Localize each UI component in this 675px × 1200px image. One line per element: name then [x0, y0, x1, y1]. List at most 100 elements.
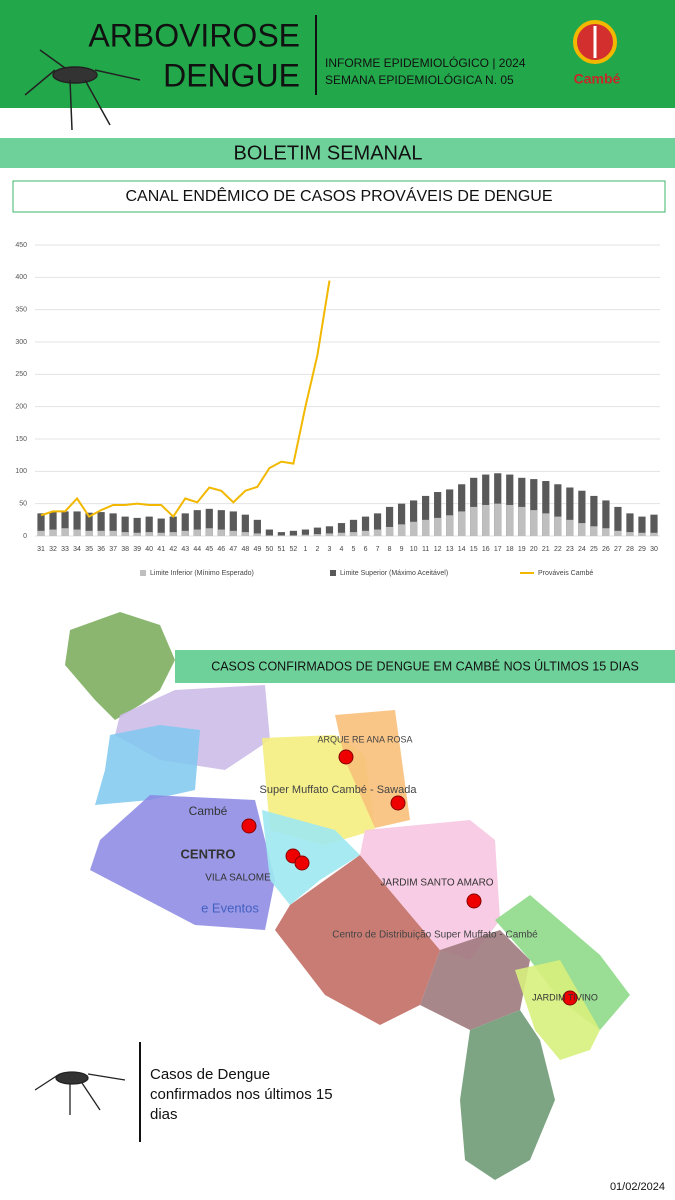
- x-tick-label: 20: [530, 546, 538, 553]
- bar: [109, 530, 117, 536]
- bar: [133, 517, 141, 536]
- y-tick-label: 400: [15, 274, 27, 281]
- bar: [37, 513, 45, 536]
- x-tick-label: 27: [614, 546, 622, 553]
- map-title: CASOS CONFIRMADOS DE DENGUE EM CAMBÉ NOS…: [211, 658, 639, 673]
- x-tick-label: 23: [566, 546, 574, 553]
- bar: [361, 516, 370, 536]
- bar: [133, 532, 141, 536]
- bar: [265, 535, 273, 536]
- bar: [217, 510, 225, 536]
- title-line1: ARBOVIROSE: [88, 17, 300, 53]
- x-tick-label: 46: [217, 546, 225, 553]
- bar: [590, 526, 598, 536]
- bar: [97, 530, 105, 536]
- bar: [169, 532, 177, 536]
- bar: [109, 513, 117, 536]
- x-tick-label: 15: [470, 546, 478, 553]
- bar: [37, 530, 45, 536]
- bar: [289, 530, 298, 536]
- x-tick-label: 39: [133, 546, 141, 553]
- bar: [482, 504, 490, 536]
- y-tick-label: 100: [15, 468, 27, 475]
- x-tick-label: 16: [482, 546, 490, 553]
- x-tick-label: 37: [109, 546, 117, 553]
- y-tick-label: 50: [19, 501, 27, 508]
- x-tick-label: 51: [277, 546, 285, 553]
- x-tick-label: 19: [518, 546, 526, 553]
- bar: [325, 533, 334, 536]
- map-label: e Eventos: [201, 900, 259, 915]
- bar: [241, 532, 249, 536]
- bar: [638, 532, 646, 536]
- region: [420, 930, 530, 1030]
- banner-text: BOLETIM SEMANAL: [234, 142, 423, 164]
- bar: [265, 529, 273, 536]
- bar: [602, 500, 610, 536]
- bar: [650, 532, 658, 536]
- brazil-map: [65, 612, 175, 720]
- x-tick-label: 41: [157, 546, 165, 553]
- bar: [181, 513, 189, 536]
- region: [515, 960, 600, 1060]
- bar: [325, 526, 334, 536]
- bar: [554, 516, 562, 536]
- logo-icon: [573, 20, 617, 64]
- bar: [518, 506, 526, 536]
- mosquito-icon: [24, 49, 141, 131]
- x-tick-label: 36: [97, 546, 105, 553]
- bar: [313, 527, 322, 536]
- x-tick-label: 21: [542, 546, 550, 553]
- bar: [61, 528, 69, 536]
- bar: [373, 529, 382, 536]
- legend-label: Prováveis Cambé: [538, 570, 593, 577]
- bar: [506, 504, 514, 536]
- x-tick-label: 18: [506, 546, 514, 553]
- x-tick-label: 29: [638, 546, 646, 553]
- region: [95, 725, 200, 805]
- legend-swatch: [330, 570, 336, 576]
- bar: [458, 484, 466, 536]
- bar: [97, 512, 105, 536]
- y-tick-label: 250: [15, 371, 27, 378]
- x-tick-label: 8: [388, 546, 392, 553]
- bar: [145, 516, 153, 536]
- x-tick-label: 12: [434, 546, 442, 553]
- title-line2: DENGUE: [163, 57, 300, 93]
- line: [40, 280, 331, 519]
- bar: [169, 516, 177, 536]
- x-tick-label: 40: [145, 546, 153, 553]
- x-tick-label: 17: [494, 546, 502, 553]
- bar: [337, 532, 346, 536]
- x-tick-label: 1: [303, 546, 307, 553]
- bar: [385, 526, 394, 536]
- x-tick-label: 38: [121, 546, 129, 553]
- y-tick-label: 200: [15, 404, 27, 411]
- bar: [385, 506, 394, 536]
- x-tick-label: 3: [328, 546, 332, 553]
- bar: [49, 512, 57, 536]
- x-tick-label: 44: [193, 546, 201, 553]
- bar: [145, 532, 153, 536]
- region: [335, 710, 410, 828]
- map-label: ARQUE RE ANA ROSA: [317, 734, 412, 744]
- bar: [590, 495, 598, 536]
- bar: [626, 513, 634, 536]
- bar: [422, 519, 430, 536]
- bar: [229, 530, 237, 536]
- bar: [181, 530, 189, 536]
- info-line1: INFORME EPIDEMIOLÓGICO | 2024: [325, 55, 526, 70]
- bar: [85, 530, 93, 536]
- bar: [277, 532, 285, 536]
- bar: [61, 511, 69, 536]
- x-tick-label: 30: [650, 546, 658, 553]
- x-tick-label: 10: [410, 546, 418, 553]
- x-tick-label: 50: [265, 546, 273, 553]
- x-tick-label: 26: [602, 546, 610, 553]
- map-label: Centro de Distribuição Super Muffato - C…: [332, 930, 538, 941]
- bar: [301, 529, 310, 536]
- x-tick-label: 4: [340, 546, 344, 553]
- bar: [361, 530, 370, 536]
- y-tick-label: 350: [15, 307, 27, 314]
